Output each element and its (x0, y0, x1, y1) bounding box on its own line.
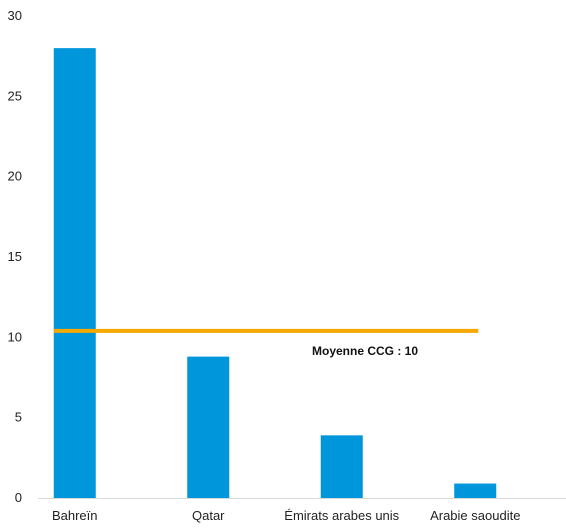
bar (187, 356, 230, 498)
x-tick-label: Émirats arabes unis (284, 508, 399, 523)
y-tick-label: 30 (8, 8, 22, 23)
y-tick-label: 15 (8, 249, 22, 264)
bars (53, 48, 497, 499)
x-tick-label: Arabie saoudite (430, 508, 520, 523)
bar (53, 48, 96, 499)
x-tick-label: Qatar (192, 508, 225, 523)
y-tick-label: 10 (8, 329, 22, 344)
average-reference-label: Moyenne CCG : 10 (312, 344, 418, 358)
x-tick-label: Bahreïn (52, 508, 98, 523)
y-axis-ticks: 0 5 10 15 20 25 30 (8, 8, 22, 505)
bar (320, 435, 363, 498)
y-tick-label: 5 (15, 410, 22, 425)
y-tick-label: 20 (8, 169, 22, 184)
bar (454, 483, 497, 498)
y-tick-label: 0 (15, 490, 22, 505)
x-axis-labels: Bahreïn Qatar Émirats arabes unis Arabie sa… (52, 508, 520, 523)
y-tick-label: 25 (8, 88, 22, 103)
